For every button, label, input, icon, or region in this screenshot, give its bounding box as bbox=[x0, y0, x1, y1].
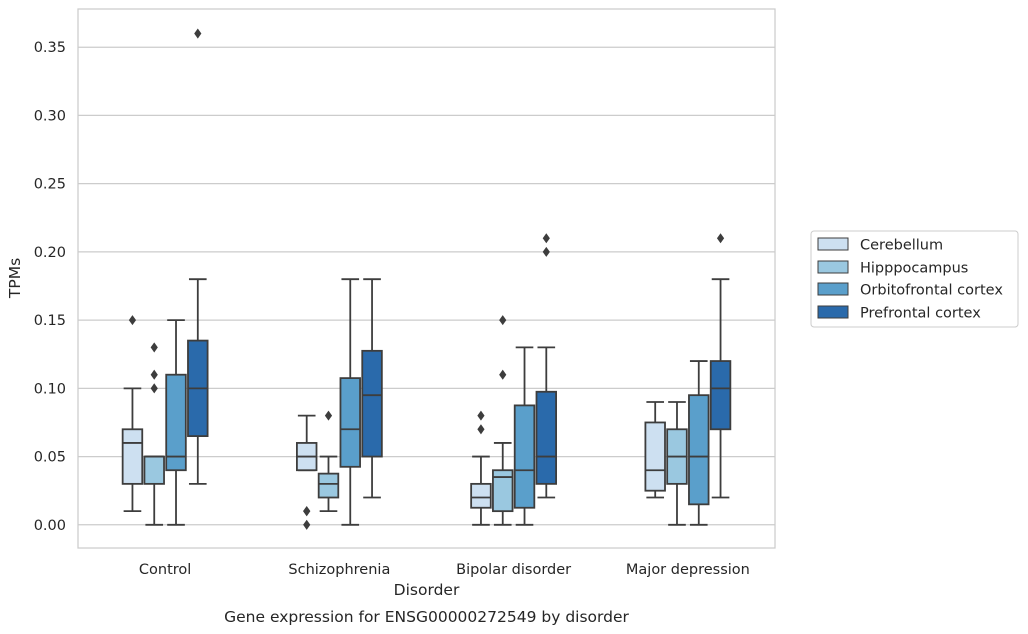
box-iqr bbox=[688, 394, 710, 506]
legend-swatch-orbitofrontal-cortex bbox=[817, 282, 849, 296]
box-iqr bbox=[143, 455, 165, 485]
box-group bbox=[688, 360, 710, 526]
outlier-point bbox=[499, 315, 507, 326]
y-tick-label: 0.00 bbox=[34, 518, 66, 534]
box-group bbox=[317, 410, 340, 513]
box-iqr bbox=[165, 373, 187, 472]
outlier-point bbox=[499, 369, 507, 380]
box-group bbox=[709, 233, 732, 499]
y-tick-label: 0.35 bbox=[34, 40, 66, 56]
y-axis-title: TPMs bbox=[6, 258, 24, 299]
legend-label-orbitofrontal-cortex: Orbitofrontal cortex bbox=[860, 283, 1003, 299]
box-iqr bbox=[121, 428, 144, 485]
box-group bbox=[513, 346, 536, 526]
box-group bbox=[187, 28, 209, 485]
box-iqr bbox=[513, 404, 536, 509]
box-group bbox=[339, 278, 361, 526]
legend: Cerebellum Hipppocampus Orbitofrontal co… bbox=[810, 230, 1019, 328]
box-group bbox=[470, 410, 492, 526]
outlier-point bbox=[303, 519, 311, 530]
box-group bbox=[535, 233, 557, 499]
box-iqr bbox=[535, 390, 557, 485]
legend-swatch-prefrontal-cortex bbox=[817, 305, 849, 319]
box-iqr bbox=[709, 360, 732, 431]
outlier-point bbox=[324, 410, 333, 421]
x-tick-label: Control bbox=[139, 562, 191, 578]
legend-frame bbox=[810, 230, 1019, 328]
y-tick-labels: 0.00 0.05 0.10 0.15 0.20 0.25 0.30 0.35 bbox=[34, 40, 66, 534]
outlier-point bbox=[716, 233, 725, 244]
outlier-point bbox=[194, 28, 202, 39]
legend-label-cerebellum: Cerebellum bbox=[860, 238, 943, 254]
box-group bbox=[644, 401, 666, 499]
outlier-point bbox=[542, 233, 550, 244]
box-group bbox=[492, 315, 514, 526]
outlier-point bbox=[542, 246, 550, 257]
x-tick-label: Bipolar disorder bbox=[456, 562, 571, 578]
y-tick-label: 0.20 bbox=[34, 245, 66, 261]
boxes bbox=[121, 28, 732, 530]
outlier-point bbox=[150, 369, 158, 380]
box-group bbox=[121, 315, 144, 513]
box-group bbox=[165, 319, 187, 526]
plot-area-frame bbox=[77, 8, 776, 549]
y-tick-label: 0.15 bbox=[34, 313, 66, 329]
outlier-point bbox=[128, 315, 137, 326]
box-group bbox=[296, 414, 318, 530]
y-tick-label: 0.05 bbox=[34, 450, 66, 466]
legend-label-prefrontal-cortex: Prefrontal cortex bbox=[860, 306, 981, 322]
outlier-point bbox=[303, 506, 311, 517]
box-iqr bbox=[339, 377, 361, 468]
box-group bbox=[143, 342, 165, 526]
x-tick-labels: Control Schizophrenia Bipolar disorder Majo… bbox=[139, 562, 750, 578]
x-axis-title: Disorder bbox=[394, 581, 460, 599]
box-iqr bbox=[470, 482, 492, 509]
box-iqr bbox=[492, 469, 514, 513]
y-tick-label: 0.10 bbox=[34, 381, 66, 397]
x-tick-label: Schizophrenia bbox=[288, 562, 390, 578]
box-group bbox=[361, 278, 383, 499]
y-tick-label: 0.30 bbox=[34, 108, 66, 124]
y-tick-label: 0.25 bbox=[34, 177, 66, 193]
box-group bbox=[666, 401, 688, 526]
outlier-point bbox=[150, 342, 158, 353]
legend-swatch-cerebellum bbox=[817, 237, 849, 251]
box-iqr bbox=[361, 349, 383, 458]
legend-label-hippocampus: Hipppocampus bbox=[860, 261, 968, 277]
figure-caption: Gene expression for ENSG00000272549 by d… bbox=[224, 608, 629, 626]
legend-swatch-hippocampus bbox=[817, 260, 849, 274]
x-tick-label: Major depression bbox=[626, 562, 750, 578]
box-iqr bbox=[317, 472, 340, 499]
outlier-point bbox=[477, 410, 485, 421]
outlier-point bbox=[150, 383, 158, 394]
box-iqr bbox=[644, 421, 666, 492]
outlier-point bbox=[477, 424, 485, 435]
